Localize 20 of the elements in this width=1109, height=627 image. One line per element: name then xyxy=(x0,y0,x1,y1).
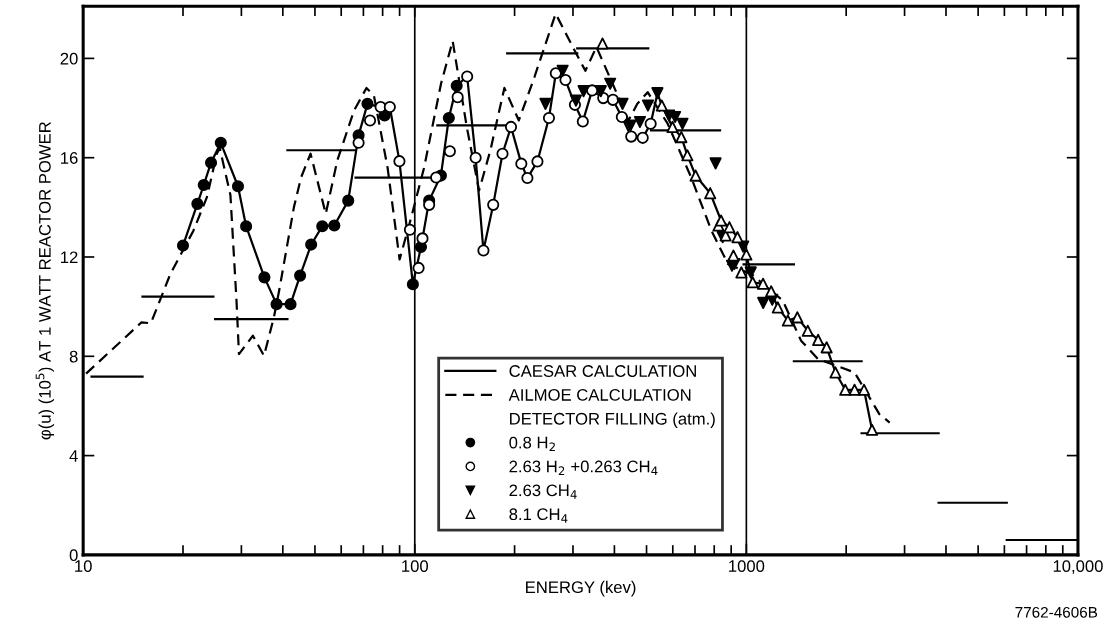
legend-label: 0.8 H$_{2}$ xyxy=(509,436,555,452)
x-tick-label: 100 xyxy=(402,560,429,572)
y-tick-label: 16 xyxy=(61,152,78,164)
legend-label: 8.1 CH$_{4}$ xyxy=(509,508,568,523)
x-tick-label: 10,000 xyxy=(1053,560,1103,574)
x-axis-title: ENERGY (kev) xyxy=(526,580,636,597)
legend-label: AILMOE CALCULATION xyxy=(508,388,691,401)
legend-label: 2.63 CH$_{4}$ xyxy=(509,484,577,499)
y-axis-title: φ(u) (10$^{5}$) AT 1 WATT REACTOR POWER xyxy=(35,121,55,440)
x-tick-label: 10 xyxy=(75,560,92,572)
legend-label: 2.63 H$_{2}$ +0.263 CH$_{4}$ xyxy=(509,460,658,475)
legend-label: CAESAR CALCULATION xyxy=(509,365,696,377)
y-tick-label: 20 xyxy=(60,52,78,65)
y-tick-label: 8 xyxy=(69,350,78,363)
x-tick-label: 1000 xyxy=(729,560,765,572)
y-tick-label: 12 xyxy=(61,251,78,264)
y-tick-label: 0 xyxy=(69,549,78,562)
text: 7762-4606B xyxy=(1015,606,1098,618)
y-tick-label: 4 xyxy=(69,450,78,462)
legend-title: DETECTOR FILLING (atm.) xyxy=(510,412,715,428)
